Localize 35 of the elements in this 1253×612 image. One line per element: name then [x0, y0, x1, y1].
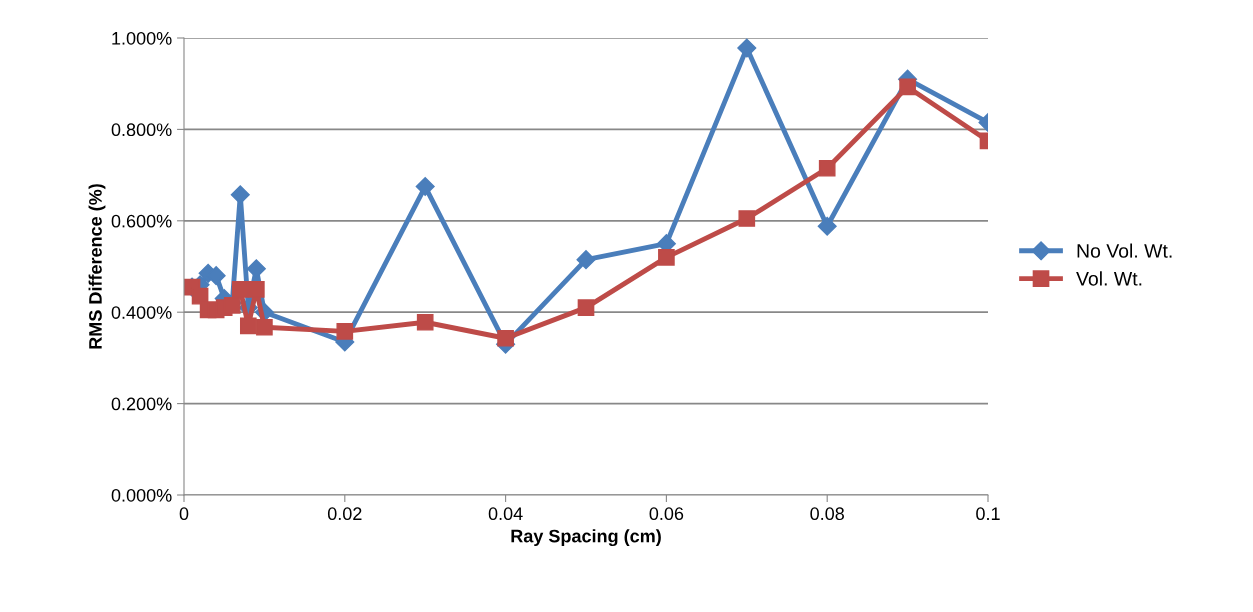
point: [336, 323, 354, 340]
point: [658, 249, 675, 266]
y-axis-title: RMS Difference (%): [88, 184, 106, 349]
x-tick-label: 0.02: [327, 507, 362, 521]
y-tick-label: 0.400%: [111, 306, 172, 319]
legend-label: No Vol. Wt.: [1077, 243, 1172, 258]
point: [899, 78, 916, 96]
point: [239, 317, 257, 335]
y-tick-label: 0.200%: [111, 397, 172, 411]
point: [576, 250, 596, 270]
point: [231, 281, 249, 298]
point: [817, 216, 837, 236]
y-tick-label: 0.000%: [111, 488, 172, 502]
x-tick-label: 0.1: [976, 507, 1000, 521]
point: [256, 318, 273, 336]
point: [818, 159, 836, 177]
y-tick-label: 0.600%: [111, 214, 172, 228]
x-tick-label: 0.08: [810, 507, 844, 521]
x-tick-label: 0.06: [649, 507, 684, 521]
point: [223, 297, 241, 314]
x-tick-label: 0.04: [488, 507, 523, 521]
point: [416, 313, 434, 331]
point: [497, 329, 514, 347]
x-tick-label: 0: [179, 507, 189, 521]
y-tick-label: 1.000%: [112, 31, 172, 45]
y-tick-label: 0.800%: [111, 123, 172, 137]
x-axis-title: Ray Spacing (cm): [511, 529, 661, 547]
legend-label: Vol. Wt.: [1076, 271, 1142, 286]
point: [191, 287, 209, 305]
point: [230, 185, 250, 205]
point: [737, 38, 757, 58]
point: [415, 176, 435, 197]
point: [577, 299, 595, 316]
point: [248, 281, 265, 298]
point: [738, 210, 756, 227]
